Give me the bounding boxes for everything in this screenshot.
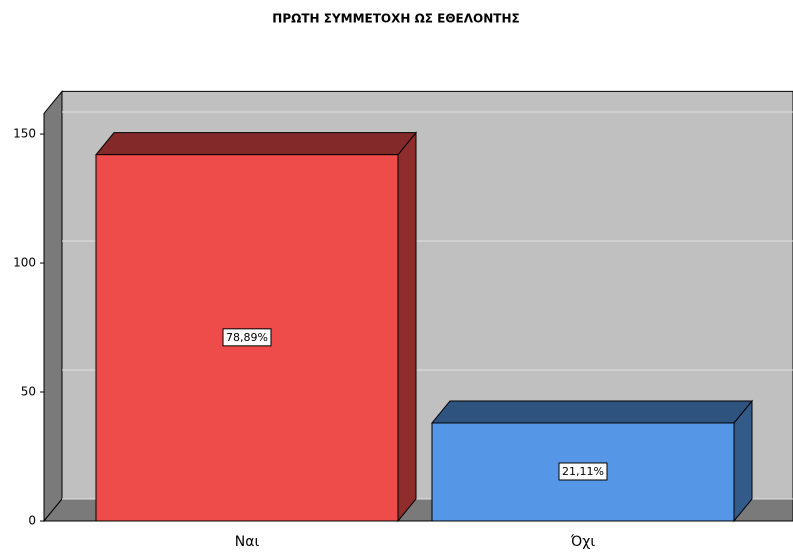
value-label-box xyxy=(222,328,272,347)
bar-side xyxy=(397,131,417,523)
y-tick-label: 100 xyxy=(13,256,36,270)
y-tick-label: 0 xyxy=(28,514,36,528)
x-tick-label: Όχι xyxy=(570,534,595,550)
left-wall xyxy=(43,89,63,523)
value-label-box xyxy=(558,462,608,481)
bar-top xyxy=(430,400,754,424)
value-label: 21,11% xyxy=(562,465,604,478)
y-tick-label: 50 xyxy=(21,385,36,399)
chart-title: ΠΡΩΤΗ ΣΥΜΜΕΤΟΧΗ ΩΣ ΕΘΕΛΟΝΤΗΣ xyxy=(272,12,519,26)
value-label: 78,89% xyxy=(226,331,268,344)
y-tick-label: 150 xyxy=(13,127,36,141)
x-tick-label: Ναι xyxy=(235,534,260,550)
bar-top xyxy=(94,132,418,156)
